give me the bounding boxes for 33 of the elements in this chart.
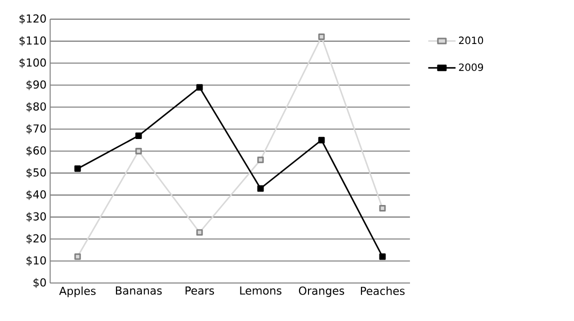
point <box>257 185 264 192</box>
point <box>135 148 142 154</box>
point <box>379 253 386 260</box>
point <box>74 165 81 172</box>
y-tick-label: $80 <box>26 102 46 112</box>
x-tick-label: Oranges <box>298 286 344 297</box>
point <box>196 84 203 91</box>
point <box>318 33 325 40</box>
y-tick-label: $50 <box>26 168 46 178</box>
y-tick-label: $60 <box>26 146 46 156</box>
legend-label: 2009 <box>459 63 484 71</box>
point <box>135 132 142 139</box>
y-tick-label: $20 <box>26 234 46 244</box>
x-tick-label: Bananas <box>116 286 162 295</box>
x-tick-label: Peaches <box>360 286 405 295</box>
x-tick-label: Apples <box>59 286 96 298</box>
legend-label: 2010 <box>459 36 484 44</box>
y-tick-label: $100 <box>20 58 46 68</box>
y-tick-label: $0 <box>34 278 46 288</box>
y-tick-label: $40 <box>26 190 46 200</box>
x-tick-label: Pears <box>186 286 214 295</box>
x-tick-label: Lemons <box>240 286 282 295</box>
y-tick-label: $120 <box>20 14 46 24</box>
y-tick-label: $90 <box>26 80 46 90</box>
point <box>74 253 81 260</box>
y-tick-label: $10 <box>26 256 46 266</box>
point <box>379 204 386 212</box>
y-tick-label: $30 <box>26 212 46 222</box>
point <box>318 136 325 144</box>
y-tick-label: $70 <box>26 124 46 134</box>
point <box>196 229 203 236</box>
y-tick-label: $110 <box>20 36 46 46</box>
point <box>257 156 264 164</box>
